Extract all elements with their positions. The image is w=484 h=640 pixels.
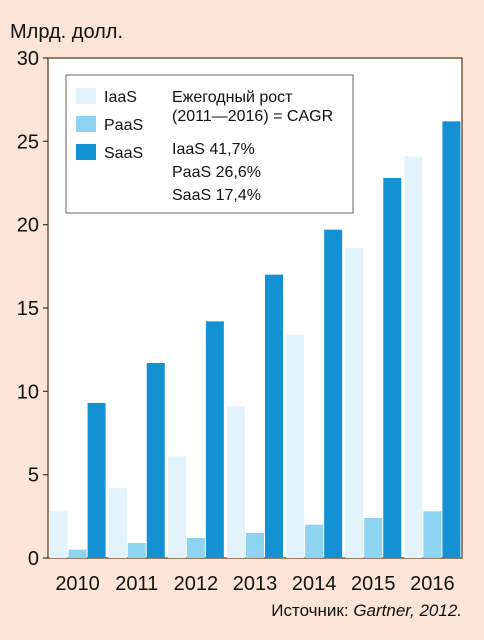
y-axis: 0 5 10 15 20 25 30 (17, 48, 48, 570)
x-tick-label: 2011 (115, 573, 158, 595)
bar-iaas-2015 (345, 248, 364, 558)
y-tick-label: 20 (17, 215, 39, 237)
legend-label-saas: SaaS (104, 145, 143, 162)
x-tick-label: 2015 (351, 573, 396, 595)
y-tick-label: 5 (28, 465, 39, 487)
y-unit-label: Млрд. долл. (10, 21, 123, 43)
source-label: Источник: (271, 601, 353, 620)
bar-paas-2010 (68, 549, 87, 558)
y-tick-label: 25 (17, 131, 39, 153)
cagr-paas: PaaS 26,6% (172, 164, 261, 181)
bar-iaas-2012 (167, 456, 186, 558)
legend-label-iaas: IaaS (104, 89, 137, 106)
bar-saas-2015 (383, 178, 402, 558)
cagr-iaas: IaaS 41,7% (172, 141, 255, 158)
bar-iaas-2014 (286, 334, 305, 558)
bar-saas-2011 (146, 363, 165, 558)
y-tick-label: 10 (17, 381, 39, 403)
cagr-title-line1: Ежегодный рост (172, 89, 293, 106)
bar-iaas-2013 (227, 406, 245, 558)
x-tick-label: 2014 (292, 573, 337, 595)
source-name: Gartner, 2012. (353, 601, 462, 620)
bar-iaas-2016 (404, 156, 423, 559)
bar-paas-2013 (246, 533, 264, 558)
x-tick-label: 2012 (174, 573, 219, 595)
bar-group (49, 121, 461, 559)
bar-paas-2015 (364, 518, 383, 558)
x-tick-label: 2016 (410, 573, 455, 595)
bar-paas-2011 (127, 543, 146, 558)
bar-saas-2016 (442, 121, 461, 558)
bar-iaas-2010 (49, 511, 68, 558)
bar-paas-2014 (305, 524, 324, 558)
cagr-title-line2: (2011—2016) = CAGR (172, 108, 333, 125)
legend-box (65, 74, 354, 214)
y-tick-label: 15 (17, 298, 39, 320)
bar-saas-2010 (87, 403, 106, 558)
x-tick-label: 2010 (55, 573, 100, 595)
bar-saas-2013 (265, 274, 283, 558)
source-note: Источник: Gartner, 2012. (271, 601, 462, 620)
bar-saas-2014 (324, 229, 343, 558)
bar-saas-2012 (205, 321, 224, 558)
y-tick-label: 0 (28, 548, 39, 570)
legend: IaaS PaaS SaaS Ежегодный рост (2011—2016… (65, 74, 354, 214)
cagr-saas: SaaS 17,4% (172, 187, 261, 204)
legend-swatch-saas (76, 144, 96, 160)
legend-label-paas: PaaS (104, 117, 143, 134)
bar-iaas-2011 (108, 488, 127, 558)
y-tick-label: 30 (17, 48, 39, 70)
x-tick-label: 2013 (233, 573, 278, 595)
legend-swatch-paas (76, 116, 96, 132)
bar-paas-2016 (423, 511, 442, 558)
bar-paas-2012 (186, 538, 205, 558)
legend-swatch-iaas (76, 88, 96, 104)
x-axis: 2010 2011 2012 2013 2014 2015 2016 (55, 573, 454, 595)
